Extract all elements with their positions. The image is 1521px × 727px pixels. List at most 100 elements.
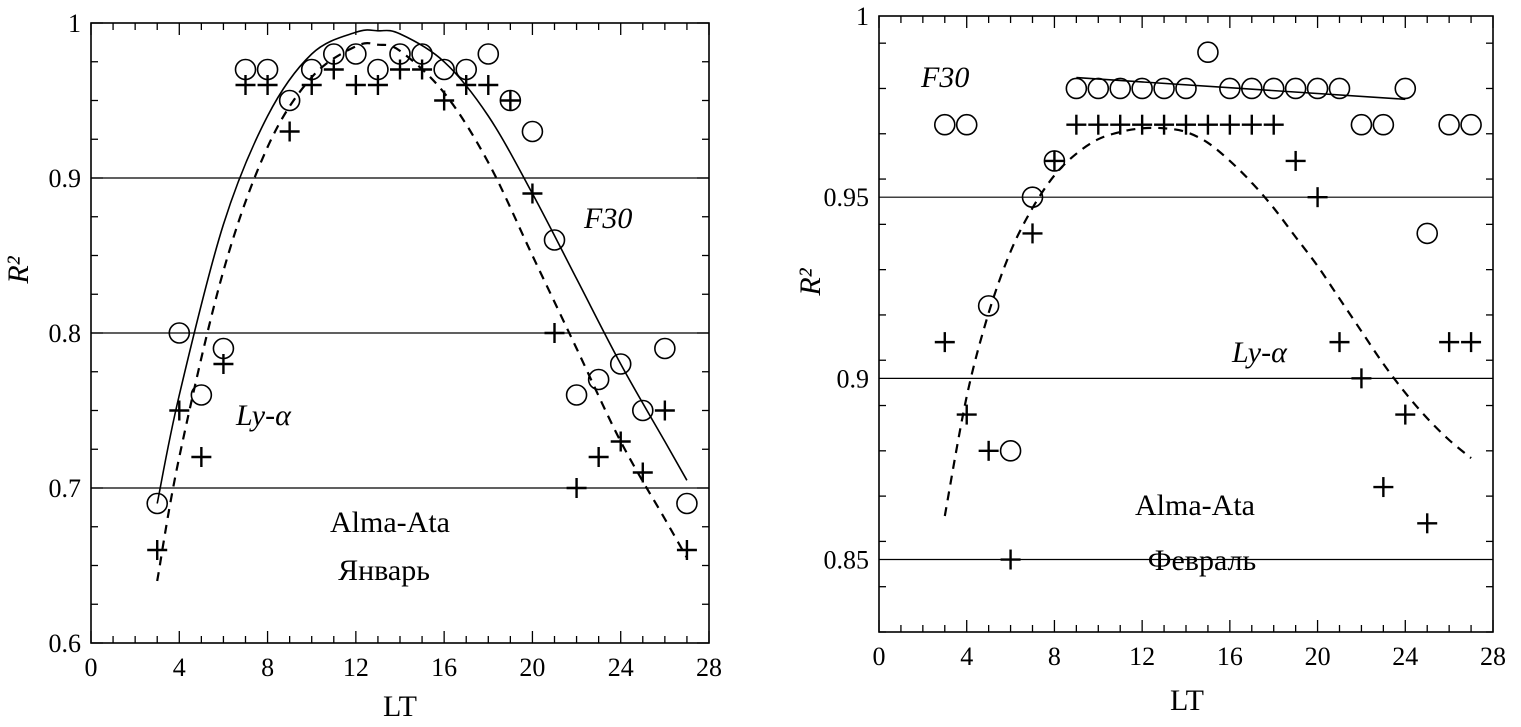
ly-alpha-point	[323, 59, 344, 80]
f30-point	[609, 353, 632, 375]
ly-alpha-point	[169, 400, 190, 421]
left-x-axis-label: LT	[383, 690, 417, 723]
ly-alpha-point	[434, 90, 455, 111]
right-x-axis-label: LT	[1170, 684, 1204, 717]
f30-point	[190, 384, 213, 406]
ly-alpha-point	[1329, 332, 1350, 353]
f30-point	[1438, 113, 1460, 136]
ly-alpha-point	[1395, 404, 1416, 425]
left-data-points	[146, 43, 698, 560]
ly-alpha-point	[390, 59, 410, 80]
left-fit-curves	[156, 29, 688, 582]
right-annotation-ly-alpha: Ly-α	[1231, 336, 1288, 369]
x-tick-label: 20	[1305, 642, 1331, 671]
y-tick-label: 0.6	[49, 629, 82, 658]
f30-point	[587, 368, 610, 391]
right-annotation-month: Февраль	[1148, 544, 1256, 577]
left-annotation-f30: F30	[583, 202, 632, 235]
y-tick-label: 1	[856, 2, 869, 31]
f30-fit-curve	[1076, 76, 1406, 101]
f30-point	[1416, 222, 1439, 245]
ly-alpha-point	[588, 447, 609, 467]
f30-point	[654, 337, 676, 360]
f30-point	[168, 322, 191, 344]
f30-fit-curve	[156, 29, 688, 504]
f30-point	[1284, 77, 1307, 100]
f30-point	[1306, 77, 1329, 100]
f30-point	[1350, 113, 1373, 136]
y-tick-label: 0.9	[49, 164, 82, 193]
ly-alpha-point	[654, 400, 675, 421]
y-tick-label: 0.9	[837, 364, 870, 393]
f30-point	[1131, 77, 1153, 100]
ly-alpha-point	[213, 354, 234, 374]
ly-alpha-point	[522, 183, 543, 204]
left-annotation-station: Alma-Ata	[330, 506, 450, 539]
ly-alpha-point	[1088, 114, 1109, 135]
ly-alpha-point	[1439, 332, 1460, 353]
ly-alpha-point	[1154, 114, 1175, 135]
ly-alpha-point	[147, 540, 168, 560]
x-tick-label: 16	[431, 653, 457, 682]
ly-alpha-point	[1219, 114, 1240, 135]
ly-alpha-point	[676, 540, 697, 560]
ly-alpha-point	[1285, 150, 1306, 171]
ly-alpha-point	[301, 75, 322, 95]
y-tick-label: 0.85	[824, 546, 870, 575]
left-plot-frame	[90, 22, 710, 644]
left-panel: 0 4 8 12 16 20 24 28 0.6 0.7 0.8 0.9 1 LT R² Ly-α F3…	[2, 9, 722, 723]
x-tick-label: 8	[1048, 642, 1061, 671]
ly-alpha-point	[632, 462, 653, 483]
right-fit-curves	[943, 76, 1472, 517]
f30-point	[1197, 41, 1219, 64]
f30-point	[1021, 186, 1044, 208]
f30-point	[977, 295, 1000, 317]
right-annotation-station: Alma-Ata	[1135, 489, 1255, 522]
ly-alpha-point	[1197, 114, 1218, 135]
x-tick-label: 12	[1129, 642, 1155, 671]
right-panel: 0 4 8 12 16 20 24 28 0.85 0.9 0.95 1 LT R² F30 Ly-α…	[794, 2, 1506, 717]
ly-alpha-fit-curve	[943, 126, 1472, 517]
ly-alpha-point	[610, 431, 631, 452]
f30-point	[999, 440, 1022, 462]
ly-alpha-fit-curve	[156, 42, 688, 582]
ly-alpha-point	[1022, 223, 1043, 244]
right-plot-frame	[878, 15, 1494, 633]
ly-alpha-point	[191, 447, 212, 467]
x-tick-label: 28	[696, 653, 722, 682]
left-y-axis-label: R²	[2, 255, 35, 284]
f30-point	[521, 120, 544, 143]
ly-alpha-point	[1351, 368, 1372, 389]
ly-alpha-point	[412, 59, 433, 80]
f30-point	[345, 43, 367, 65]
left-tick-labels: 0 4 8 12 16 20 24 28 0.6 0.7 0.8 0.9 1	[49, 9, 723, 682]
f30-point	[543, 229, 566, 251]
f30-point	[278, 89, 301, 112]
y-tick-label: 0.8	[49, 319, 82, 348]
ly-alpha-point	[257, 75, 278, 95]
ly-alpha-point	[367, 75, 388, 95]
right-axis-ticks	[878, 16, 1494, 633]
x-tick-label: 8	[261, 653, 274, 682]
f30-point	[433, 58, 455, 81]
ly-alpha-point	[1132, 114, 1153, 135]
ly-alpha-point	[544, 323, 565, 343]
right-gridlines	[879, 196, 1493, 561]
right-y-axis-label: R²	[794, 267, 827, 296]
f30-point	[1219, 77, 1241, 100]
f30-point	[1109, 77, 1132, 100]
ly-alpha-point	[345, 75, 366, 95]
f30-point	[1394, 77, 1417, 100]
f30-point	[1328, 77, 1351, 100]
f30-point	[1087, 77, 1110, 100]
ly-alpha-point	[1241, 114, 1262, 135]
f30-point	[1175, 77, 1197, 100]
f30-point	[676, 492, 698, 515]
ly-alpha-point	[1373, 477, 1394, 498]
x-tick-label: 4	[960, 642, 973, 671]
ly-alpha-point	[956, 404, 977, 425]
x-tick-label: 0	[85, 653, 98, 682]
right-data-points	[933, 41, 1482, 570]
f30-point	[146, 492, 169, 515]
ly-alpha-point	[279, 121, 300, 142]
